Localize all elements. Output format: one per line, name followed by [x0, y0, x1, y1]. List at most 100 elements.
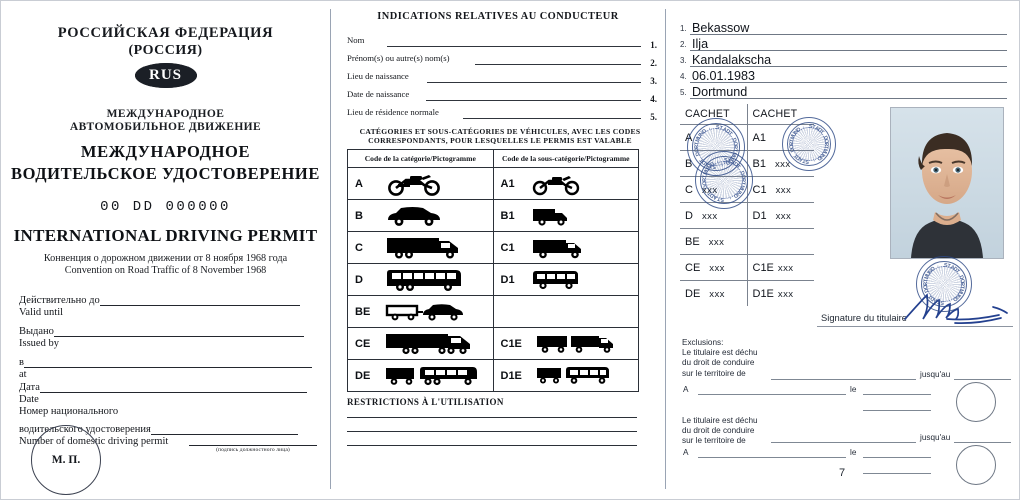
header-subcategory: Code de la sous-catégorie/Pictogramme: [492, 149, 639, 168]
exclusions-b1-line3: sur le territoire de: [682, 368, 746, 378]
holder-birthplace-value: Kandalakscha: [692, 53, 772, 67]
field-lieu-naissance-rule[interactable]: [427, 82, 641, 83]
field-issued-by-rule[interactable]: [53, 325, 304, 337]
panel-divider-left: [330, 9, 331, 489]
holder-residence-value: Dortmund: [692, 85, 748, 99]
motorcycle-icon: [382, 172, 493, 196]
exclusions-section-2: Le titulaire est déchu du droit de condu…: [682, 416, 1016, 447]
holder-birthdate-value: 06.01.1983: [692, 69, 756, 83]
cachet-cell-D1[interactable]: D1 xxx: [747, 202, 814, 229]
holder-givenname-rule[interactable]: [690, 50, 1007, 51]
field-lieu-naissance-label: Lieu de naissance: [347, 71, 409, 81]
exclusions-b2-le-rule[interactable]: [863, 457, 931, 458]
cachet-mark-C1: xxx: [775, 184, 792, 196]
country-name-line1: РОССИЙСКАЯ ФЕДЕРАЦИЯ: [57, 25, 274, 41]
field-nom-rule[interactable]: [387, 46, 641, 47]
cachet-cell-BE[interactable]: BE xxx: [680, 228, 748, 255]
field-at-rule[interactable]: [23, 356, 312, 368]
field-nom-number: 1.: [650, 40, 657, 50]
cachet-code-DE: DE: [685, 287, 701, 300]
small-truck-icon: [528, 204, 639, 228]
cachet-cell-CE[interactable]: CE xxx: [680, 254, 748, 281]
cachet-mark-BE: xxx: [708, 236, 725, 248]
cachet-cell-C1E[interactable]: C1E xxx: [747, 254, 814, 281]
main-title-english: INTERNATIONAL DRIVING PERMIT: [13, 226, 318, 245]
holder-surname-rule[interactable]: [690, 34, 1007, 35]
exclusions-b1-a-rule[interactable]: [698, 394, 846, 395]
exclusions-b2-a-rule[interactable]: [698, 457, 846, 458]
exclusions-b2-seal-placeholder: [956, 445, 996, 485]
restriction-line-1[interactable]: [347, 417, 637, 418]
category-code-A: A: [355, 177, 363, 190]
exclusions-b2-territory-rule[interactable]: [771, 442, 916, 443]
holder-residence-rule[interactable]: [690, 98, 1007, 99]
table-row: B B1: [347, 199, 639, 232]
minibus-icon: [528, 268, 639, 292]
field-nom-label: Nom: [347, 35, 365, 45]
exclusions-b1-line2: du droit de conduire: [682, 358, 755, 368]
exclusions-b2-until-rule[interactable]: [954, 442, 1011, 443]
exclusions-b2-line1: Le titulaire est déchu: [682, 416, 758, 425]
holder-field-givenname: 2. Ilja: [680, 37, 1007, 52]
convention-line-ru: Конвенция о дорожном движении от 8 ноябр…: [43, 253, 288, 264]
cachet-cell-DE[interactable]: DE xxx: [680, 280, 748, 306]
holder-index-3: 3.: [680, 56, 687, 65]
field-valid-until-rule[interactable]: [99, 294, 300, 306]
cell-category-D: D: [347, 263, 494, 296]
cachet-code-C1E: C1E: [752, 261, 774, 274]
cachet-code-B1: B1: [752, 157, 766, 170]
cell-subcategory-C1E: C1E: [492, 327, 639, 360]
domestic-permit-label-ru-line2: водительского удостоверения: [19, 424, 151, 435]
cachet-code-D1E: D1E: [752, 287, 774, 300]
cachet-code-C: C: [685, 183, 693, 196]
exclusions-b1-le-rule[interactable]: [863, 394, 931, 395]
table-row: C C1: [347, 231, 639, 264]
subtitle-line1: МЕЖДУНАРОДНОЕ: [106, 108, 225, 120]
subtitle-block: МЕЖДУНАРОДНОЕ АВТОМОБИЛЬНОЕ ДВИЖЕНИЕ: [1, 108, 330, 134]
exclusions-b1-until-rule[interactable]: [954, 379, 1011, 380]
category-code-DE: DE: [355, 369, 371, 382]
field-lieu-residence-rule[interactable]: [463, 118, 641, 119]
field-prenom-rule[interactable]: [475, 64, 641, 65]
exclusions-b1-a-label: A: [683, 385, 689, 394]
field-issued-by-label-en: Issued by: [19, 338, 59, 349]
holder-birthplace-rule[interactable]: [690, 66, 1007, 67]
exclusions-b2-le-rule-2[interactable]: [863, 473, 931, 474]
signature-rule[interactable]: [817, 326, 1013, 327]
field-date-naissance-rule[interactable]: [426, 100, 641, 101]
exclusions-b1-le-label: le: [850, 385, 857, 394]
exclusions-section: Exclusions: Le titulaire est déchu du dr…: [682, 338, 1016, 379]
cachet-mark-D1: xxx: [775, 210, 792, 222]
holder-birthdate-rule[interactable]: [690, 82, 1007, 83]
cachet-cell-C1[interactable]: C1 xxx: [747, 176, 814, 203]
cachet-code-B: B: [685, 157, 693, 170]
table-row: CE xxx C1E xxx: [680, 254, 814, 281]
cell-subcategory-A1: A1: [492, 167, 639, 200]
official-signature-rule[interactable]: [189, 445, 317, 446]
cell-subcategory-D1: D1: [492, 263, 639, 296]
cell-category-BE: BE: [347, 295, 494, 328]
exclusions-b1-le-rule-2[interactable]: [863, 410, 931, 411]
truck-trailer-icon: [382, 331, 493, 357]
main-title-line2: ВОДИТЕЛЬСКОЕ УДОСТОВЕРЕНИЕ: [11, 164, 320, 183]
field-lieu-naissance-number: 3.: [650, 76, 657, 86]
permit-number: 00 DD 000000: [100, 199, 231, 215]
exclusions-b1-territory-rule[interactable]: [771, 379, 916, 380]
restriction-line-3[interactable]: [347, 445, 637, 446]
seal-mark-label: М. П.: [51, 454, 81, 466]
cachet-mark-C1E: xxx: [777, 262, 794, 274]
cachet-cell-D1E[interactable]: D1E xxx: [747, 281, 814, 307]
category-code-B: B: [355, 209, 363, 222]
cachet-code-BE: BE: [685, 235, 700, 248]
restriction-line-2[interactable]: [347, 431, 637, 432]
car-icon: [382, 204, 493, 228]
cell-subcategory-C1: C1: [492, 231, 639, 264]
cachet-mark-D: xxx: [701, 210, 718, 222]
subcategory-code-D1E: D1E: [500, 369, 522, 382]
domestic-permit-rule[interactable]: [150, 423, 298, 435]
holder-index-4: 4.: [680, 72, 687, 81]
field-date-rule[interactable]: [39, 381, 307, 393]
holder-field-birthdate: 4. 06.01.1983: [680, 69, 1007, 84]
